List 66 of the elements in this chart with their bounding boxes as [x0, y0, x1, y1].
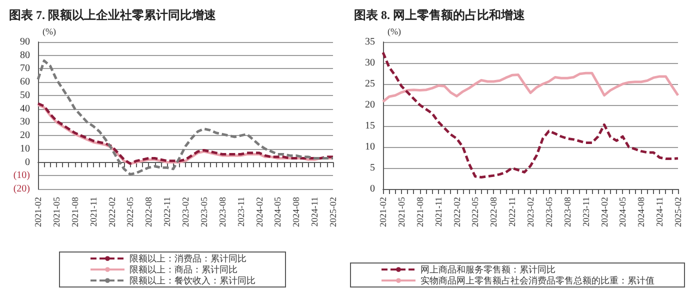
y-tick-label: 90 — [20, 36, 30, 48]
x-tick-label: 2024-11 — [310, 197, 320, 227]
x-tick-label: 2023-05 — [544, 196, 554, 227]
y-tick-label: 60 — [20, 76, 30, 88]
y-tick-label: 0 — [370, 184, 375, 194]
legend-label: 实物商品网上零售额占社会消费品零售总额的比重：累计值 — [420, 276, 654, 286]
legend-label: 限额以上：餐饮收入：累计同比 — [130, 276, 256, 286]
x-tick-label: 2024-05 — [272, 196, 283, 227]
y-tick-label: 30 — [20, 116, 30, 128]
x-tick-label: 2023-08 — [562, 196, 572, 227]
x-tick-label: 2021-02 — [33, 197, 43, 227]
line-series — [382, 51, 680, 178]
x-tick-label: 2022-05 — [125, 196, 136, 227]
y-tick-label: 25 — [365, 78, 375, 90]
y-tick-label: 80 — [20, 50, 30, 61]
x-tick-label: 2021-02 — [378, 197, 388, 227]
x-tick-label: 2022-11 — [162, 197, 172, 227]
x-tick-label: 2022-11 — [507, 197, 518, 227]
x-tick-label: 2021-05 — [396, 196, 406, 227]
y-tick-label: 35 — [365, 36, 375, 48]
legend-label: 限额以上：商品：累计同比 — [130, 264, 238, 274]
x-tick-label: 2023-02 — [526, 197, 536, 227]
y-tick-label: 10 — [20, 143, 30, 154]
legend-label: 限额以上：消费品：累计同比 — [130, 254, 246, 264]
y-tick-label: (10) — [13, 170, 30, 182]
y-tick-label: (20) — [13, 184, 30, 194]
x-tick-label: 2025-02 — [328, 197, 338, 227]
line-series — [382, 72, 680, 103]
x-tick-label: 2022-08 — [144, 196, 154, 227]
x-tick-label: 2024-08 — [291, 196, 302, 227]
x-tick-label: 2022-08 — [488, 196, 499, 227]
x-tick-label: 2023-02 — [180, 197, 190, 227]
y-tick-label: 40 — [20, 103, 30, 114]
chart-title: 图表 8. 网上零售额的占比和增速 — [354, 8, 526, 22]
x-tick-label: 2021-11 — [88, 197, 98, 227]
x-tick-label: 2022-05 — [470, 196, 480, 227]
x-tick-label: 2024-02 — [599, 197, 610, 227]
x-tick-label: 2021-08 — [70, 196, 80, 227]
x-tick-label: 2023-05 — [198, 196, 209, 227]
x-tick-label: 2024-02 — [254, 197, 264, 227]
y-tick-label: 50 — [20, 90, 30, 101]
x-tick-label: 2023-11 — [580, 197, 591, 227]
chart-title: 图表 7. 限额以上企业社零累计同比增速 — [9, 8, 217, 22]
y-tick-label: 70 — [20, 63, 30, 74]
x-tick-label: 2023-08 — [217, 196, 228, 227]
x-tick-label: 2021-11 — [433, 197, 444, 227]
y-tick-label: 30 — [365, 58, 375, 68]
y-tick-label: 15 — [365, 120, 375, 132]
x-tick-label: 2021-08 — [414, 196, 425, 227]
x-tick-label: 2024-11 — [654, 197, 665, 227]
legend-label: 网上商品和服务零售额：累计同比 — [420, 264, 556, 274]
x-tick-label: 2022-02 — [452, 197, 462, 227]
x-tick-label: 2021-05 — [51, 196, 62, 227]
y-axis-title: (%) — [42, 26, 56, 36]
x-tick-label: 2023-11 — [236, 197, 246, 227]
y-tick-label: 20 — [365, 100, 375, 110]
y-tick-label: 5 — [370, 162, 375, 174]
y-axis-title: (%) — [388, 26, 401, 36]
y-tick-label: 20 — [20, 130, 30, 142]
x-tick-label: 2024-08 — [636, 196, 646, 227]
y-tick-label: 10 — [365, 142, 375, 152]
x-tick-label: 2025-02 — [673, 197, 683, 227]
line-series — [36, 59, 334, 176]
y-tick-label: 0 — [25, 156, 30, 168]
x-tick-label: 2022-02 — [106, 197, 117, 227]
x-tick-label: 2024-05 — [618, 196, 628, 227]
